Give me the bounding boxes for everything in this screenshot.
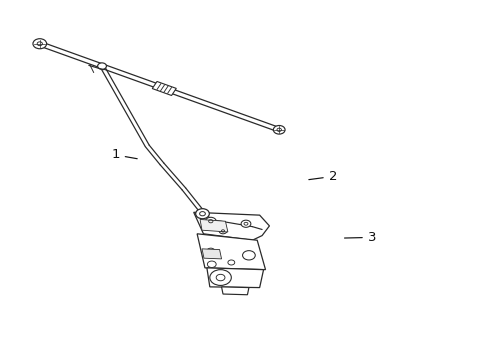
Circle shape <box>33 39 47 49</box>
Circle shape <box>228 260 235 265</box>
Polygon shape <box>152 81 176 95</box>
Circle shape <box>207 261 216 267</box>
Circle shape <box>207 248 215 254</box>
Circle shape <box>243 251 255 260</box>
Circle shape <box>219 228 227 234</box>
Text: 1: 1 <box>111 148 137 161</box>
Polygon shape <box>200 220 228 232</box>
Circle shape <box>210 270 231 285</box>
Text: 2: 2 <box>309 170 337 183</box>
Polygon shape <box>197 234 266 270</box>
Text: 3: 3 <box>344 231 376 244</box>
Circle shape <box>98 63 106 69</box>
Polygon shape <box>221 287 249 295</box>
Circle shape <box>241 220 251 227</box>
Polygon shape <box>194 212 270 240</box>
Circle shape <box>196 209 209 219</box>
Circle shape <box>273 126 285 134</box>
Polygon shape <box>202 249 221 259</box>
Polygon shape <box>207 268 264 288</box>
Circle shape <box>205 217 216 225</box>
